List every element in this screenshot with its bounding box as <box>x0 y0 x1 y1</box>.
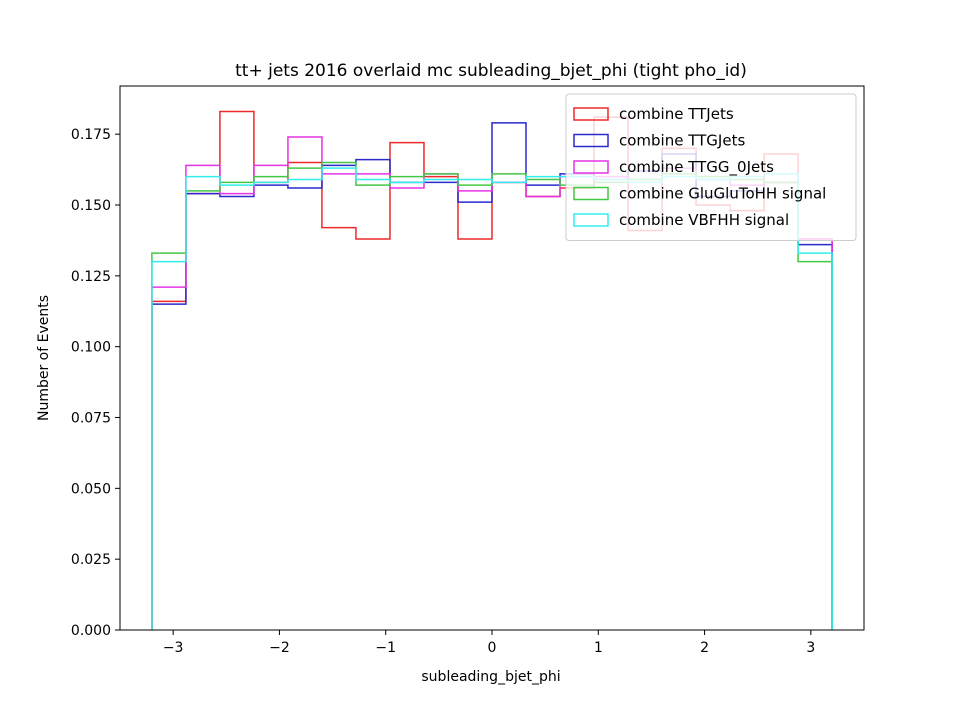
x-axis-label: subleading_bjet_phi <box>421 669 560 685</box>
legend-swatch <box>573 160 609 174</box>
x-tick-label: −3 <box>163 640 184 656</box>
x-tick-label: 3 <box>806 640 815 656</box>
legend-label: combine VBFHH signal <box>619 211 789 229</box>
legend-swatch <box>573 186 609 201</box>
legend-swatch <box>573 133 609 148</box>
y-tick-label: 0.025 <box>71 552 111 568</box>
legend-box <box>565 93 857 241</box>
legend-label: combine TTJets <box>619 105 734 123</box>
x-tick-label: −1 <box>375 640 396 656</box>
legend-swatch <box>573 213 609 227</box>
x-tick-label: −2 <box>269 640 290 656</box>
x-tick-label: 0 <box>488 640 497 656</box>
legend-label: combine TTGG_0Jets <box>619 158 774 177</box>
x-tick-label: 2 <box>700 640 709 656</box>
y-axis-label: Number of Events <box>36 295 52 421</box>
x-axis: −3 −2 −1 0 1 2 3 <box>163 630 815 656</box>
y-tick-label: 0.050 <box>71 481 111 497</box>
legend-label: combine GluGluToHH signal <box>619 185 826 203</box>
y-tick-label: 0.150 <box>71 198 111 214</box>
y-tick-label: 0.075 <box>71 411 111 427</box>
y-tick-label: 0.000 <box>71 623 111 639</box>
legend-swatch <box>573 107 609 121</box>
x-tick-label: 1 <box>594 640 603 656</box>
y-tick-label: 0.125 <box>71 269 111 285</box>
y-tick-label: 0.175 <box>71 127 111 143</box>
y-tick-label: 0.100 <box>71 340 111 356</box>
legend: combine TTJets combine TTGJets combine TTG… <box>565 93 857 241</box>
y-axis: 0.000 0.025 0.050 0.075 0.100 0.125 0.150 0.175 <box>71 127 120 639</box>
legend-label: combine TTGJets <box>619 132 745 150</box>
chart-title: tt+ jets 2016 overlaid mc subleading_bje… <box>235 61 747 81</box>
